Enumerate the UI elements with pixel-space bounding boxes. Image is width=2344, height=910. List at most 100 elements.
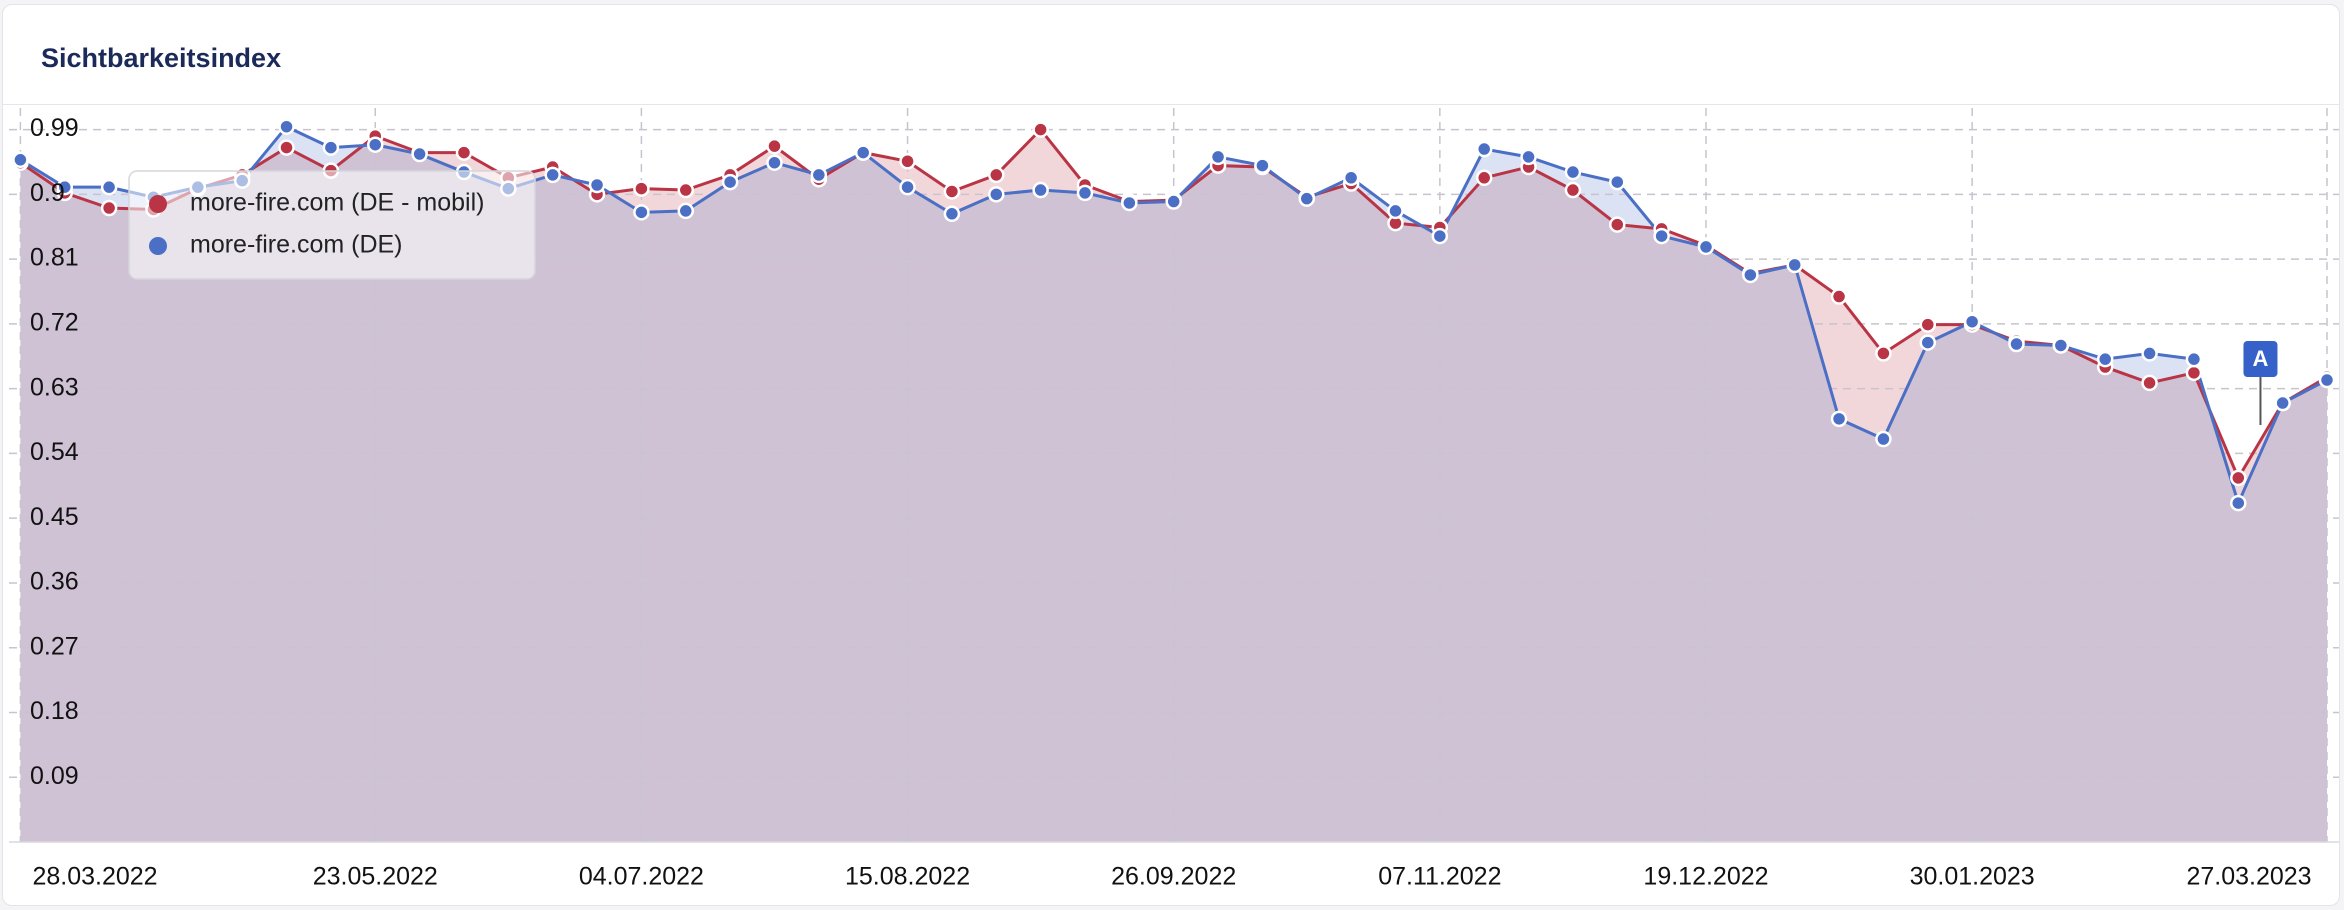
data-point [1564,163,1582,181]
data-point [1475,169,1493,187]
data-point [677,181,695,199]
legend-marker [149,195,167,213]
data-point [766,154,783,171]
data-point [2096,350,2114,368]
x-tick-label: 07.11.2022 [1378,863,1501,891]
data-point [1919,334,1937,351]
data-point [1076,184,1094,202]
data-point [278,118,295,135]
series-area [20,126,2328,842]
y-tick-label: 0.99 [30,114,79,142]
y-tick-label: 0.36 [30,568,79,596]
x-tick-label: 23.05.2022 [313,863,438,891]
data-point [633,180,650,197]
x-tick-label: 04.07.2022 [579,863,704,891]
y-tick-label: 0.72 [30,308,79,336]
data-point [2185,364,2203,382]
x-tick-label: 26.09.2022 [1111,863,1236,891]
header-divider [3,104,2339,105]
card: Sichtbarkeitsindex 0.09 0.18 0.27 0.36 0.45 0… [2,4,2340,906]
data-point [1298,190,1316,207]
data-point [1697,238,1715,256]
data-point [766,137,783,155]
x-tick-label: 19.12.2022 [1643,863,1768,891]
data-point [2141,374,2158,392]
data-point [988,166,1005,184]
data-point [1875,430,1892,448]
data-point [588,176,606,194]
y-tick-label: 0.54 [30,438,79,466]
data-point [1786,256,1803,274]
data-point [2008,335,2025,353]
data-point [943,183,961,200]
data-point [899,178,916,196]
data-point [12,151,29,169]
annotation-text: A [2253,346,2269,371]
data-point [1830,288,1848,305]
data-point [1209,148,1227,166]
data-point [1475,140,1493,158]
data-point [1431,227,1449,245]
y-tick-label: 0.27 [30,632,79,660]
series-area [20,129,2328,842]
data-point [1609,173,1626,191]
data-point [721,173,739,191]
y-tick-label: 0.63 [30,373,79,401]
data-point [1963,313,1981,330]
chart: 0.09 0.18 0.27 0.36 0.45 0.54 0.63 0.72 0.81 0.9 0… [9,108,2339,891]
legend-box [128,170,536,280]
data-point [2318,371,2336,389]
x-tick-label: 30.01.2023 [1910,863,2035,891]
y-tick-label: 0.9 [30,179,65,207]
annotation-flag [2243,341,2278,377]
data-point [100,178,118,196]
data-point [854,144,872,161]
data-point [677,202,695,220]
data-point [1254,157,1271,174]
chart-title: Sichtbarkeitsindex [41,43,282,73]
y-tick-label: 0.45 [30,503,79,531]
y-tick-label: 0.09 [30,762,79,790]
y-tick-label: 0.18 [30,697,79,725]
data-point [899,153,916,170]
data-point [988,186,1005,203]
data-point [1875,345,1892,362]
data-point [1520,148,1537,166]
x-tick-label: 28.03.2022 [32,863,157,891]
data-point [1121,194,1138,212]
data-point [810,166,828,184]
data-point [411,145,428,163]
data-point [100,199,118,217]
data-point [2052,337,2070,354]
data-point [278,139,295,156]
legend-label: more-fire.com (DE) [190,231,403,259]
data-point [367,136,384,153]
data-point [1609,216,1626,233]
data-point [1742,266,1759,284]
data-point [1564,181,1582,199]
data-point [544,166,561,184]
data-point [455,144,473,161]
data-point [2274,394,2291,412]
data-point [56,178,74,196]
data-point [1165,193,1182,210]
data-point [2230,469,2247,487]
x-tick-label: 15.08.2022 [845,863,970,891]
data-point [1032,121,1049,138]
legend-label: more-fire.com (DE - mobil) [190,189,484,217]
data-point [1032,181,1049,199]
data-point [943,205,961,223]
data-point [2141,345,2158,362]
legend: more-fire.com (DE - mobil) more-fire.com … [128,170,536,280]
data-point [1387,202,1404,220]
data-point [2185,350,2203,368]
data-point [1919,316,1937,333]
data-point [1653,227,1670,245]
data-point [633,204,650,221]
data-point [322,139,340,156]
data-point [2230,494,2247,512]
y-tick-label: 0.81 [30,244,79,272]
legend-marker [149,237,167,255]
x-tick-label: 27.03.2023 [2186,863,2311,891]
data-point [1830,410,1848,428]
